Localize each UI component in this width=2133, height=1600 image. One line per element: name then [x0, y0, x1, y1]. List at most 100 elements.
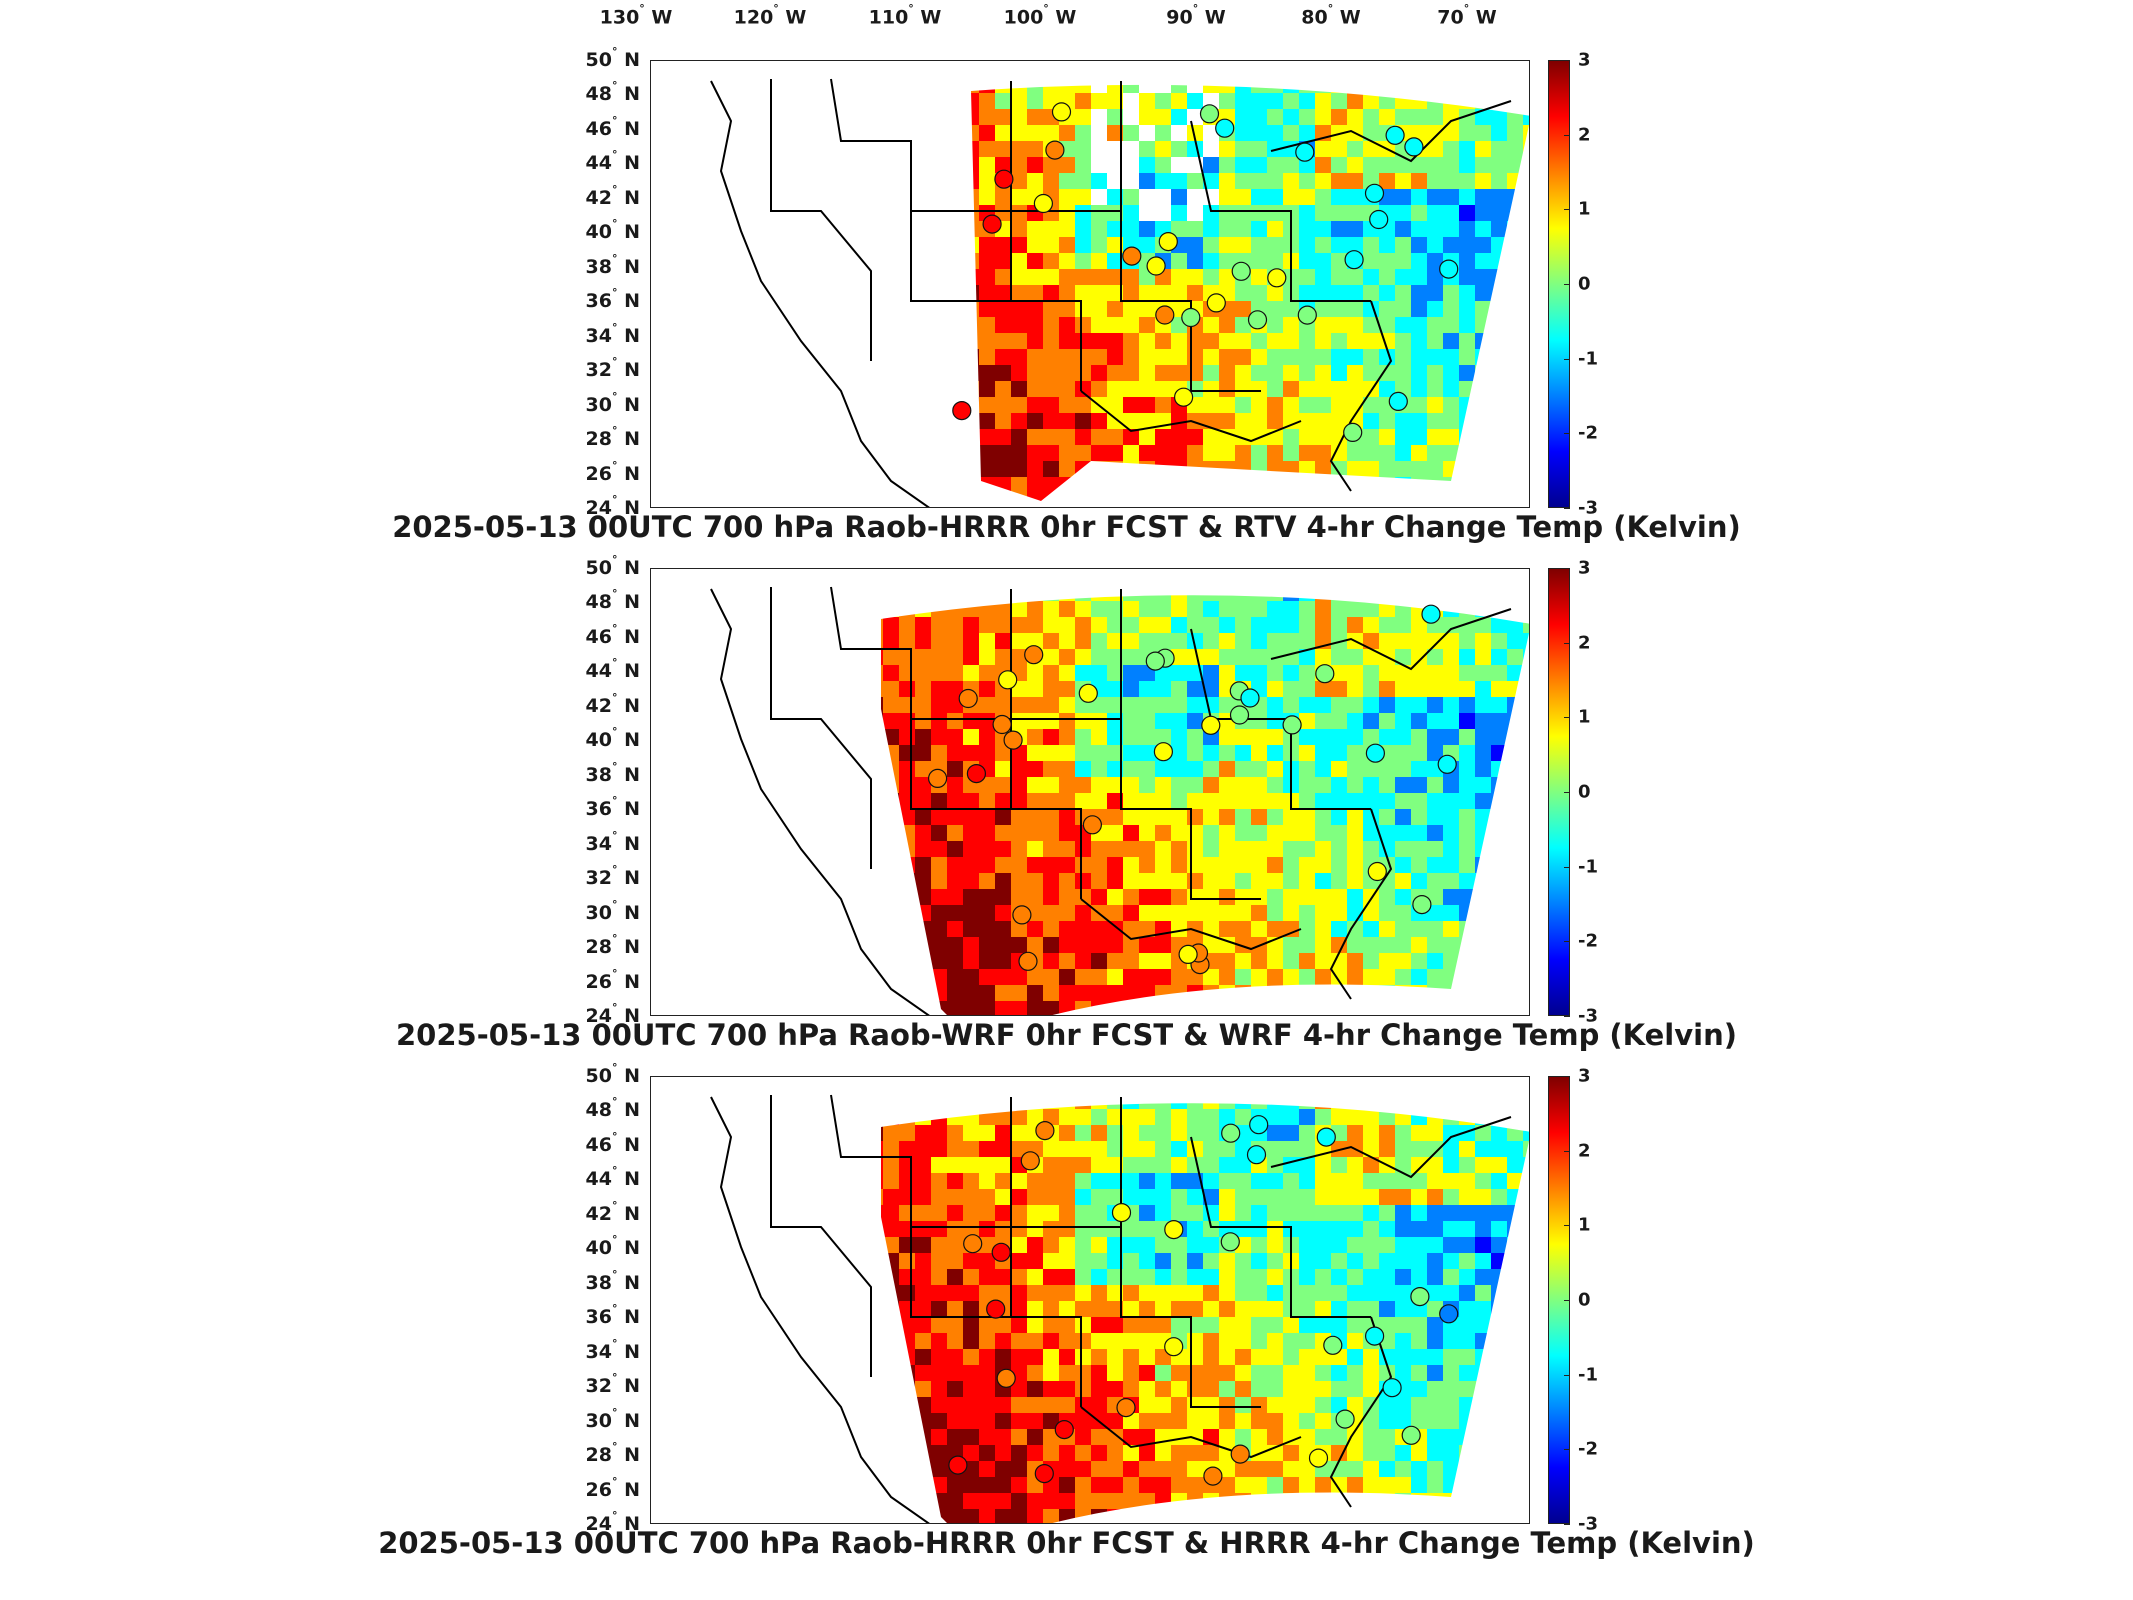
field-cell: [1427, 157, 1443, 173]
field-cell: [1075, 397, 1091, 413]
field-cell: [1187, 873, 1203, 889]
field-cell: [947, 777, 963, 793]
field-cell: [1523, 269, 1529, 285]
field-cell: [1075, 1221, 1091, 1237]
field-cell: [1363, 1381, 1379, 1397]
field-cell: [1491, 1237, 1507, 1253]
field-cell: [1043, 1077, 1059, 1093]
field-cell: [1155, 445, 1171, 461]
field-cell: [1379, 1103, 1395, 1109]
field-cell: [1027, 825, 1043, 841]
field-cell: [1427, 1381, 1443, 1397]
field-cell: [883, 93, 899, 109]
field-cell: [1219, 1001, 1235, 1015]
field-cell: [1075, 493, 1091, 501]
field-cell: [1171, 333, 1187, 349]
lat-label-28: 28° N: [585, 423, 640, 451]
field-cell: [1091, 569, 1107, 585]
field-cell: [1235, 1001, 1251, 1015]
lat-label-28: 28° N: [585, 931, 640, 959]
field-cell: [1395, 1157, 1411, 1173]
field-cell: [1299, 1103, 1315, 1109]
field-cell: [1139, 921, 1155, 937]
field-cell: [1299, 595, 1315, 601]
field-cell: [1139, 841, 1155, 857]
field-cell: [851, 1285, 867, 1301]
field-cell: [979, 445, 995, 461]
field-cell: [1203, 84, 1219, 93]
field-cell: [1507, 1285, 1523, 1301]
field-cell: [1107, 1317, 1123, 1333]
field-cell: [915, 825, 931, 841]
field-cell: [1363, 1493, 1379, 1509]
field-cell: [1523, 109, 1529, 125]
field-cell: [1187, 713, 1203, 729]
field-cell: [1027, 1301, 1043, 1317]
field-cell: [1331, 1173, 1347, 1189]
field-cell: [1459, 477, 1475, 493]
field-cell: [1523, 1445, 1529, 1461]
raob-station-marker: [1164, 1337, 1184, 1357]
field-cell: [1283, 809, 1299, 825]
field-cell: [1379, 793, 1395, 809]
lat-label-30: 30° N: [585, 897, 640, 924]
field-cell: [915, 1285, 931, 1301]
raob-station-marker: [1221, 1123, 1241, 1143]
field-cell: [1379, 595, 1395, 601]
field-cell: [1251, 1221, 1267, 1237]
field-cell: [1155, 1237, 1171, 1253]
field-cell: [1507, 1317, 1523, 1333]
field-cell: [1379, 1253, 1395, 1269]
field-cell: [1283, 617, 1299, 633]
field-cell: [915, 713, 931, 729]
field-cell: [1235, 1205, 1251, 1221]
field-cell: [1491, 633, 1507, 649]
field-cell: [1107, 413, 1123, 429]
field-cell: [1459, 809, 1475, 825]
field-cell: [1219, 1461, 1235, 1477]
field-cell: [1219, 445, 1235, 461]
field-cell: [1363, 1429, 1379, 1445]
field-cell: [1027, 125, 1043, 141]
field-cell: [1523, 617, 1529, 633]
field-cell: [1171, 253, 1187, 269]
field-cell: [1155, 873, 1171, 889]
field-cell: [1203, 397, 1219, 413]
field-cell: [1059, 1397, 1075, 1413]
field-cell: [1475, 461, 1491, 477]
field-cell: [1059, 761, 1075, 777]
field-cell: [851, 1397, 867, 1413]
field-cell: [883, 841, 899, 857]
field-cell: [1011, 1237, 1027, 1253]
field-cell: [1411, 1253, 1427, 1269]
field-cell: [1315, 189, 1331, 205]
field-cell: [979, 1333, 995, 1349]
field-cell: [947, 109, 963, 125]
field-cell: [851, 1477, 867, 1493]
field-cell: [1395, 665, 1411, 681]
field-cell: [995, 1445, 1011, 1461]
field-cell: [1091, 365, 1107, 381]
field-cell: [1171, 285, 1187, 301]
field-cell: [1315, 461, 1331, 477]
field-cell: [1395, 221, 1411, 237]
field-cell: [1459, 713, 1475, 729]
field-cell: [1059, 953, 1075, 969]
raob-station-marker: [1246, 1145, 1267, 1165]
field-cell: [1027, 601, 1043, 617]
field-cell: [1363, 84, 1379, 93]
colorbar-tick-mark: [1564, 284, 1570, 285]
raob-station-marker: [1020, 1151, 1040, 1171]
field-cell: [1347, 1157, 1363, 1173]
field-cell: [1267, 1285, 1283, 1301]
field-cell: [1091, 349, 1107, 365]
field-cell: [1043, 1413, 1059, 1429]
field-cell: [1427, 889, 1443, 905]
field-cell: [1267, 921, 1283, 937]
field-cell: [899, 237, 915, 253]
field-cell: [1427, 141, 1443, 157]
field-cell: [1011, 189, 1027, 205]
field-cell: [1251, 617, 1267, 633]
field-cell: [947, 1397, 963, 1413]
field-cell: [1363, 595, 1379, 601]
